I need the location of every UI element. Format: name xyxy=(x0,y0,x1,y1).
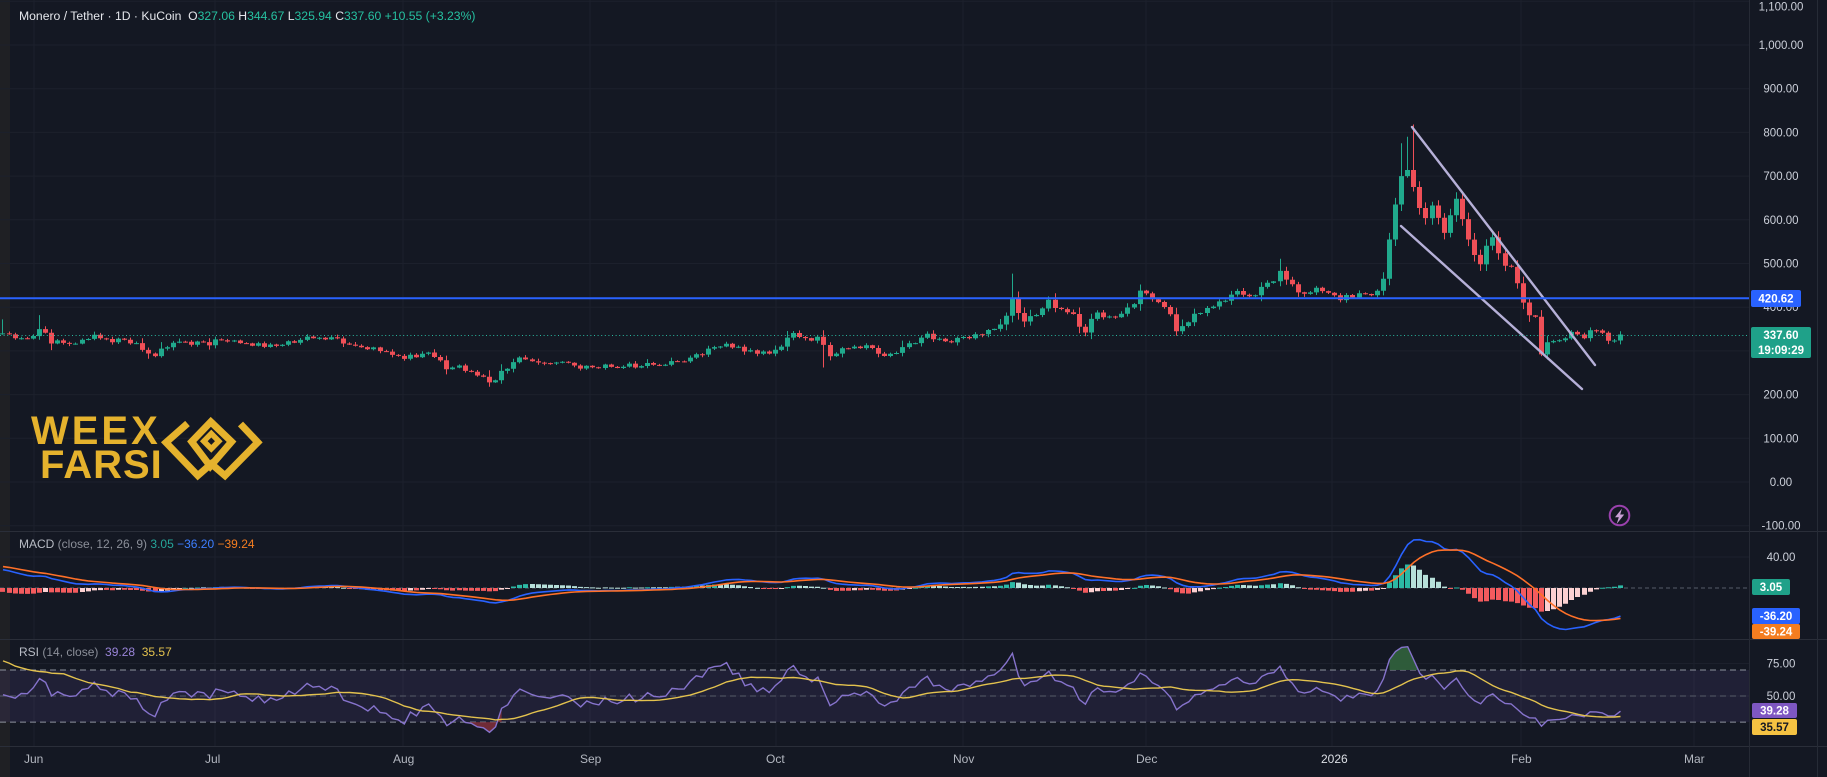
svg-text:-36.20: -36.20 xyxy=(1760,611,1793,623)
svg-text:50.00: 50.00 xyxy=(1767,691,1796,703)
svg-text:WEEX: WEEX xyxy=(31,409,161,453)
svg-text:3.05: 3.05 xyxy=(1760,582,1783,594)
svg-text:900.00: 900.00 xyxy=(1763,84,1798,96)
svg-text:Aug: Aug xyxy=(393,752,414,766)
svg-text:800.00: 800.00 xyxy=(1763,127,1798,139)
svg-text:Mar: Mar xyxy=(1684,752,1705,766)
svg-text:40.00: 40.00 xyxy=(1767,552,1796,564)
svg-text:Feb: Feb xyxy=(1511,752,1532,766)
svg-text:0.00: 0.00 xyxy=(1770,477,1792,489)
svg-text:-100.00: -100.00 xyxy=(1761,521,1800,533)
svg-text:Dec: Dec xyxy=(1136,752,1157,766)
svg-text:Nov: Nov xyxy=(953,752,974,766)
svg-text:35.57: 35.57 xyxy=(1760,722,1789,734)
svg-text:100.00: 100.00 xyxy=(1763,433,1798,445)
svg-text:-39.24: -39.24 xyxy=(1760,627,1793,639)
svg-text:Jul: Jul xyxy=(205,752,220,766)
svg-text:19:09:29: 19:09:29 xyxy=(1758,345,1804,357)
svg-text:600.00: 600.00 xyxy=(1763,215,1798,227)
svg-text:Monero / Tether · 1D · KuCoin: Monero / Tether · 1D · KuCoin O327.06 H3… xyxy=(19,9,475,23)
svg-text:337.60: 337.60 xyxy=(1763,330,1798,342)
svg-text:FARSI: FARSI xyxy=(40,443,163,487)
svg-text:2026: 2026 xyxy=(1321,752,1348,766)
svg-text:39.28: 39.28 xyxy=(1760,706,1789,718)
svg-text:420.62: 420.62 xyxy=(1758,294,1793,306)
svg-text:1,000.00: 1,000.00 xyxy=(1759,40,1804,52)
svg-text:500.00: 500.00 xyxy=(1763,259,1798,271)
svg-text:Sep: Sep xyxy=(580,752,602,766)
svg-text:Jun: Jun xyxy=(24,752,43,766)
svg-text:MACD (close, 12, 26, 9) 3.05 −: MACD (close, 12, 26, 9) 3.05 −36.20 −39.… xyxy=(19,537,255,551)
svg-text:RSI (14, close) 39.28 35.57: RSI (14, close) 39.28 35.57 xyxy=(19,645,172,659)
svg-text:1,100.00: 1,100.00 xyxy=(1759,2,1804,14)
svg-text:Oct: Oct xyxy=(766,752,785,766)
svg-text:200.00: 200.00 xyxy=(1763,390,1798,402)
svg-text:75.00: 75.00 xyxy=(1767,659,1796,671)
svg-text:700.00: 700.00 xyxy=(1763,171,1798,183)
